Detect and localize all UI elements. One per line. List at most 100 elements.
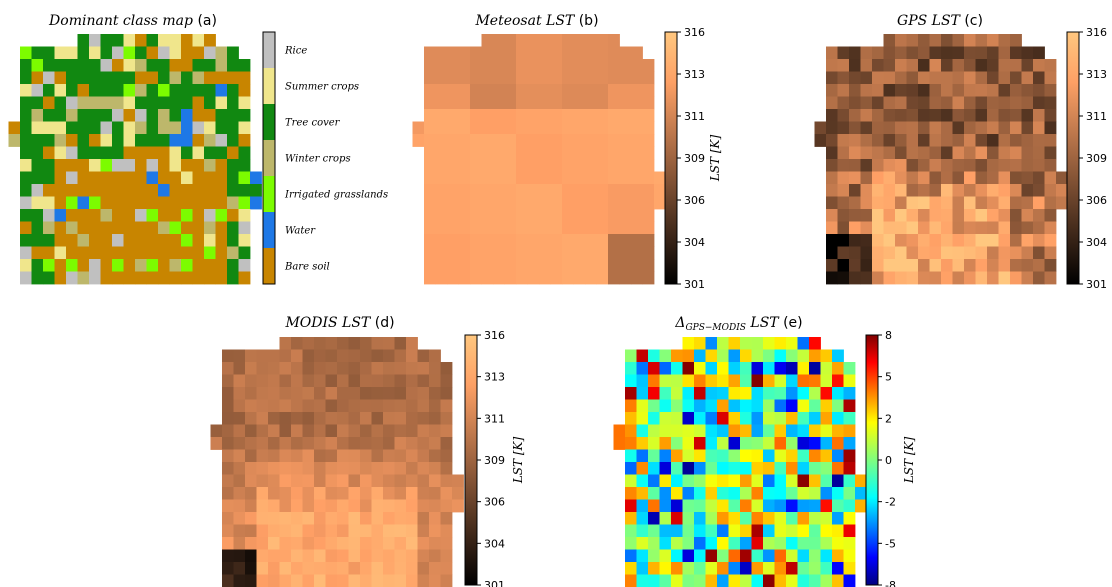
map-cell [192,271,205,285]
map-cell [146,134,159,147]
map-cell [786,474,798,488]
map-cell [855,474,867,488]
map-cell [123,134,136,147]
map-cell [648,487,660,500]
map-cell [458,209,471,222]
map-cell [210,437,223,450]
map-cell [705,499,718,513]
map-cell [952,71,965,85]
map-cell [987,234,999,247]
map-cell [964,234,976,247]
map-cell [268,387,280,400]
map-cell [383,437,395,450]
map-cell [204,134,216,147]
map-cell [123,171,136,185]
map-cell [325,399,338,413]
map-cell [192,209,205,222]
map-cell [918,159,930,172]
map-cell [245,487,257,500]
map-cell [562,259,574,272]
map-cell [682,462,695,475]
map-cell [728,337,741,350]
map-cell [181,271,193,285]
map-cell [987,71,999,85]
map-cell [215,209,228,222]
map-cell [314,512,326,525]
map-cell [158,159,170,172]
map-cell [596,59,609,72]
map-cell [648,499,660,513]
map-cell [245,574,257,587]
map-cell [279,437,292,450]
map-cell [424,196,436,210]
map-cell [146,84,159,97]
map-cell [895,259,907,272]
map-cell [952,46,965,60]
map-cell [417,462,430,475]
map-cell [642,246,655,260]
map-cell [493,171,505,185]
map-cell [832,549,844,563]
map-cell [245,474,257,488]
map-cell [192,46,205,60]
map-cell [383,349,395,363]
map-cell [671,399,683,413]
map-cell [325,362,338,375]
map-cell [849,109,861,122]
map-cell [740,487,752,500]
map-cell [516,46,528,60]
map-cell [383,462,395,475]
map-cell [222,499,234,513]
map-cell [440,474,453,488]
map-cell [233,424,246,438]
map-cell [66,246,78,260]
map-cell [763,474,775,488]
map-cell [458,246,471,260]
map-cell [66,96,78,110]
map-cell [631,184,643,197]
map-cell [642,234,655,247]
map-cell [204,109,216,122]
map-cell [204,59,216,72]
map-cell [809,399,821,413]
map-cell [832,562,844,575]
map-cell [238,121,251,135]
map-cell [659,549,672,563]
map-cell [585,259,597,272]
map-cell [539,84,551,97]
map-cell [291,474,303,488]
map-cell [181,84,193,97]
map-cell [843,537,856,550]
map-cell [89,196,101,210]
map-cell [291,462,303,475]
map-cell [809,499,821,513]
map-cell [360,399,372,413]
map-cell [135,159,147,172]
map-cell [371,562,384,575]
map-cell [504,259,517,272]
map-cell [77,96,90,110]
map-cell [705,524,718,538]
map-cell [797,574,810,587]
map-cell [360,462,372,475]
map-cell [631,121,643,135]
map-cell [539,209,551,222]
map-cell [596,184,609,197]
map-cell [314,537,326,550]
map-cell [238,59,251,72]
map-cell [832,574,844,587]
map-cell [424,259,436,272]
map-cell [112,109,124,122]
map-cell [447,171,459,185]
map-cell [1044,146,1057,160]
map-cell [31,209,44,222]
map-cell [843,437,856,450]
map-cell [728,549,741,563]
map-cell [77,184,90,197]
map-cell [256,387,269,400]
map-cell [837,221,850,235]
map-cell [192,34,205,47]
map-cell [302,574,315,587]
map-cell [238,146,251,160]
map-cell [562,209,574,222]
